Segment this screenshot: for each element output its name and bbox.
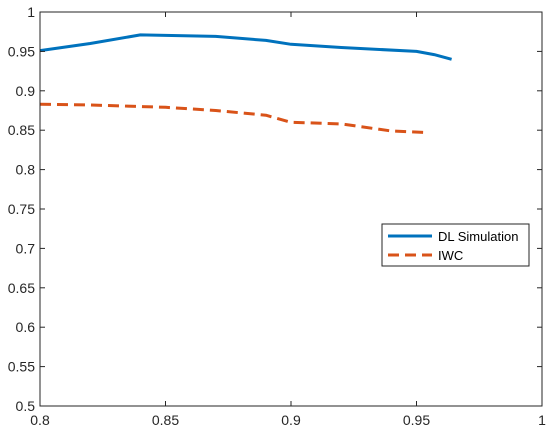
legend-box	[381, 223, 530, 267]
series-line-1	[39, 33, 452, 61]
x-tick-label: 0.9	[281, 412, 301, 428]
y-tick-label: 0.85	[8, 122, 35, 138]
y-tick-label: 0.6	[16, 319, 36, 335]
y-tick-label: 0.55	[8, 359, 35, 375]
legend-label-2: IWC	[438, 248, 463, 263]
series-line-2	[39, 102, 430, 135]
y-tick-label: 0.95	[8, 43, 35, 59]
y-tick-label: 0.8	[16, 162, 36, 178]
x-tick-label: 1	[538, 412, 546, 428]
y-tick-label: 0.75	[8, 201, 35, 217]
axes: 0.8 0.85 0.9 0.95 1 0.5 0.55 0.6 0.65 0.7 0.75 0.8 0…	[8, 4, 546, 428]
y-tick-label: 0.65	[8, 280, 35, 296]
legend: DL Simulation IWC	[381, 223, 530, 267]
legend-label-1: DL Simulation	[438, 229, 518, 244]
y-tick-label: 1	[27, 4, 35, 20]
x-tick-label: 0.8	[30, 412, 50, 428]
x-tick-label: 0.85	[152, 412, 179, 428]
y-tick-label: 0.5	[16, 398, 36, 414]
x-tick-label: 0.95	[403, 412, 430, 428]
plot-area	[40, 12, 542, 406]
y-tick-label: 0.9	[16, 83, 36, 99]
series-lines	[39, 33, 452, 135]
y-tick-label: 0.7	[16, 240, 36, 256]
